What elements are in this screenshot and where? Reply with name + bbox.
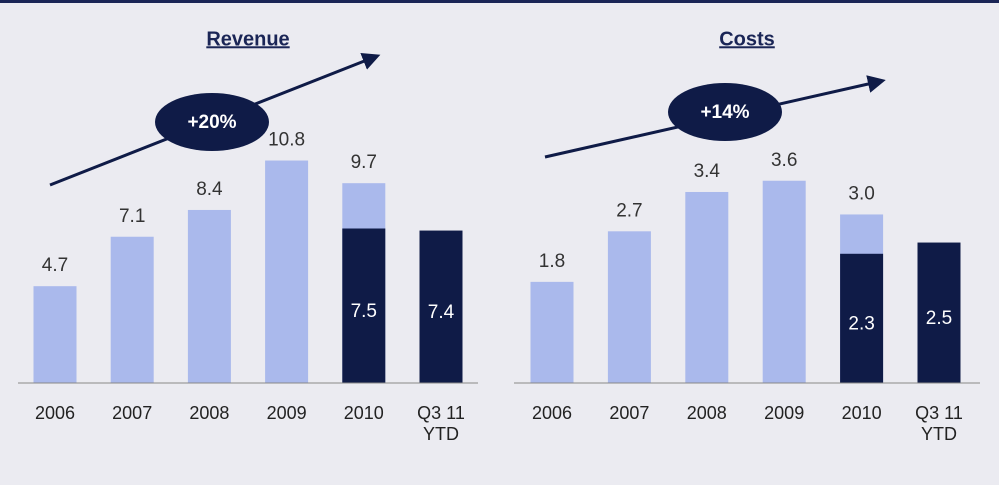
chart-title: Revenue [206, 28, 289, 50]
growth-label: +14% [700, 102, 749, 123]
x-tick-label: 2007 [609, 403, 650, 423]
value-label: 7.1 [119, 206, 145, 227]
bar [530, 281, 574, 383]
x-tick-label: 2008 [189, 403, 230, 423]
bar [607, 231, 651, 383]
value-label: 10.8 [268, 130, 305, 151]
x-tick-label: Q3 11 YTD [915, 403, 963, 444]
x-tick-label: 2009 [764, 403, 805, 423]
value-label: 2.3 [848, 313, 874, 334]
bar [33, 286, 77, 383]
value-label: 2.5 [926, 308, 952, 329]
value-label: 3.4 [694, 161, 721, 182]
value-label: 3.6 [771, 150, 797, 171]
x-tick-label: Q3 11 YTD [417, 403, 465, 444]
bar [762, 180, 806, 383]
value-label: 3.0 [848, 183, 874, 204]
bar [419, 230, 463, 383]
value-label: 7.5 [351, 301, 377, 322]
bar [265, 160, 309, 383]
chart-title: Costs [719, 28, 775, 50]
bar [917, 242, 961, 383]
bar [342, 228, 386, 383]
bar [187, 209, 231, 383]
x-tick-label: 2006 [34, 403, 76, 423]
x-tick-label: 2007 [112, 403, 153, 423]
bar [840, 253, 884, 383]
x-tick-label: 2010 [343, 403, 384, 423]
x-tick-label: 2010 [841, 403, 882, 423]
value-label: 4.7 [42, 255, 68, 276]
value-label: 8.4 [196, 179, 223, 200]
value-label: 9.7 [351, 152, 377, 173]
top-rule [0, 0, 999, 3]
growth-label: +20% [187, 112, 236, 133]
bar [685, 191, 729, 383]
x-tick-label: 2009 [266, 403, 307, 423]
growth-badge [668, 83, 782, 141]
value-label: 2.7 [616, 200, 642, 221]
growth-badge [155, 93, 269, 151]
x-tick-label: 2006 [531, 403, 573, 423]
value-label: 7.4 [428, 302, 455, 323]
value-label: 1.8 [539, 251, 565, 272]
bar [110, 236, 154, 383]
x-tick-label: 2008 [686, 403, 727, 423]
